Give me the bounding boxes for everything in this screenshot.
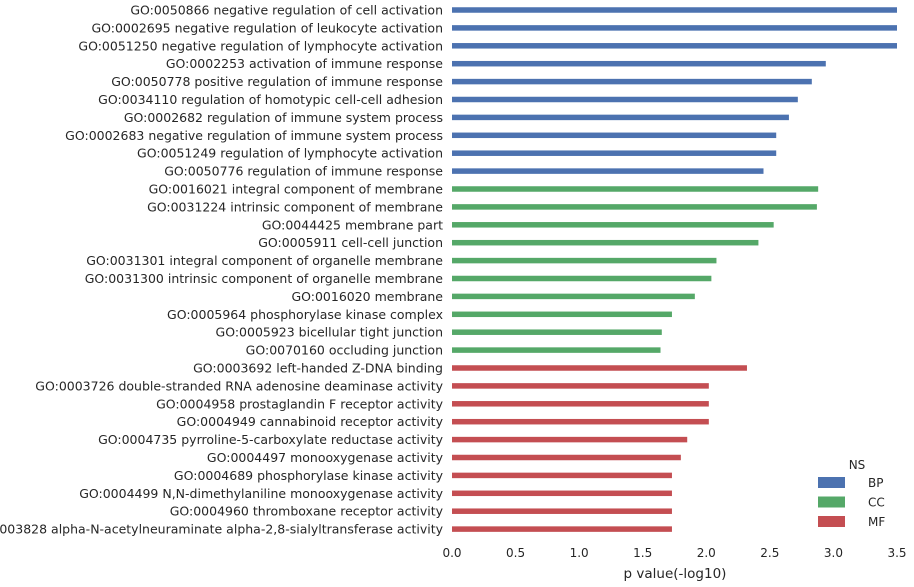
bar-bp [452, 25, 897, 31]
bar-cc [452, 347, 661, 353]
category-label: GO:0051249 regulation of lymphocyte acti… [137, 146, 443, 161]
category-label: GO:0050866 negative regulation of cell a… [130, 3, 443, 18]
bar-cc [452, 257, 717, 264]
category-label: GO:0050778 positive regulation of immune… [111, 74, 443, 89]
x-tick-label: 2.5 [760, 546, 779, 560]
bar-bp [452, 132, 777, 139]
category-label: GO:0016021 integral component of membran… [149, 182, 444, 197]
x-tick-label: 1.0 [570, 546, 589, 560]
category-label: GO:0004960 thromboxane receptor activity [170, 504, 444, 519]
bar-mf [452, 490, 672, 497]
legend-label-bp: BP [868, 476, 883, 490]
bar-bp [452, 168, 764, 174]
bar-bp [452, 114, 789, 121]
category-label: GO:0051250 negative regulation of lympho… [78, 38, 443, 53]
category-label: GO:0002682 regulation of immune system p… [124, 110, 443, 125]
category-label: GO:0031224 intrinsic component of membra… [147, 199, 443, 214]
bar-cc [452, 222, 774, 228]
category-label: GO:0005911 cell-cell junction [258, 235, 443, 250]
category-label: GO:0044425 membrane part [262, 217, 443, 232]
bar-mf [452, 472, 672, 479]
bar-cc [452, 239, 759, 246]
legend-swatch-cc [818, 496, 845, 508]
bar-cc [452, 204, 817, 210]
bar-bp [452, 96, 798, 103]
bar-bp [452, 78, 812, 85]
legend-label-mf: MF [868, 515, 885, 529]
bar-cc [452, 275, 712, 282]
bar-cc [452, 186, 819, 192]
x-tick-label: 2.0 [697, 546, 716, 560]
bars-layer [452, 7, 897, 532]
bar-mf [452, 526, 672, 532]
category-label: GO:0004689 phosphorylase kinase activity [174, 468, 444, 483]
bar-bp [452, 60, 826, 67]
category-label: GO:0004499 N,N-dimethylaniline monooxyge… [79, 486, 443, 501]
legend: NS BP CC MF [818, 458, 885, 529]
legend-label-cc: CC [868, 496, 885, 510]
category-label: GO:0034110 regulation of homotypic cell-… [98, 92, 443, 107]
category-label: GO:0003828 alpha-N-acetylneuraminate alp… [0, 522, 444, 537]
x-tick-label: 0.0 [442, 546, 461, 560]
bar-mf [452, 401, 709, 407]
bar-mf [452, 454, 681, 461]
x-axis-label: p value(-log10) [624, 566, 727, 582]
category-label: GO:0004735 pyrroline-5-carboxylate reduc… [98, 432, 444, 447]
category-label: GO:0031301 integral component of organel… [86, 253, 443, 268]
bar-mf [452, 365, 747, 371]
x-tick-label: 3.5 [887, 546, 906, 560]
legend-swatch-mf [818, 516, 845, 527]
category-label: GO:0004497 monooxygenase activity [207, 450, 444, 465]
bar-mf [452, 436, 688, 443]
x-tick-label: 1.5 [633, 546, 652, 560]
bar-cc [452, 329, 662, 335]
category-label: GO:0005923 bicellular tight junction [216, 325, 443, 340]
x-tick-label: 0.5 [506, 546, 525, 560]
bar-mf [452, 418, 709, 425]
legend-swatch-bp [818, 477, 845, 488]
category-label: GO:0031300 intrinsic component of organe… [85, 271, 444, 286]
category-label: GO:0004949 cannabinoid receptor activity [177, 414, 444, 429]
category-labels: GO:0050866 negative regulation of cell a… [0, 3, 444, 537]
category-label: GO:0002253 activation of immune response [166, 56, 443, 71]
category-label: GO:0002683 negative regulation of immune… [65, 128, 443, 143]
bar-bp [452, 150, 777, 156]
legend-title: NS [849, 458, 866, 472]
category-label: GO:0005964 phosphorylase kinase complex [167, 307, 443, 322]
category-label: GO:0002695 negative regulation of leukoc… [91, 20, 443, 35]
category-label: GO:0050776 regulation of immune response [164, 164, 443, 179]
category-label: GO:0003692 left-handed Z-DNA binding [193, 361, 443, 376]
bar-bp [452, 43, 897, 49]
bar-bp [452, 7, 897, 13]
bar-cc [452, 293, 695, 300]
bar-cc [452, 311, 672, 318]
x-tick-label: 3.0 [824, 546, 843, 560]
category-label: GO:0003726 double-stranded RNA adenosine… [35, 378, 443, 393]
category-label: GO:0070160 occluding junction [246, 343, 443, 358]
category-label: GO:0004958 prostaglandin F receptor acti… [156, 396, 444, 411]
category-label: GO:0016020 membrane [291, 289, 443, 304]
bar-mf [452, 508, 672, 514]
x-axis: p value(-log10) 0.0 0.5 1.0 1.5 2.0 2.5 3.0 3.5 [442, 546, 906, 582]
bar-mf [452, 383, 709, 389]
